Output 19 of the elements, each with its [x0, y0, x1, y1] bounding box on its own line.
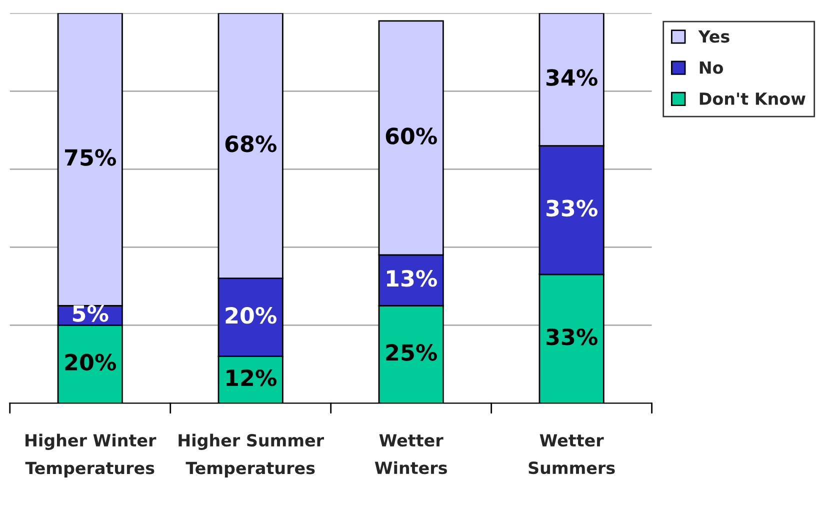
- x-tick-label: Wetter Summers: [528, 434, 615, 474]
- legend-label: Yes: [698, 30, 730, 43]
- data-label: 33%: [546, 328, 598, 346]
- data-label: 68%: [225, 135, 276, 152]
- data-label: 20%: [226, 307, 276, 324]
- data-label: 33%: [546, 200, 598, 217]
- data-label: 5%: [72, 305, 108, 322]
- x-tick-label: Higher Summer Temperatures: [178, 434, 324, 478]
- data-label: 25%: [386, 344, 437, 361]
- data-label: 12%: [226, 369, 276, 386]
- x-tick-label: Wetter Winters: [374, 434, 447, 474]
- legend-label: No: [700, 61, 724, 74]
- data-label: 20%: [65, 354, 116, 371]
- data-label: 13%: [387, 270, 437, 287]
- data-label: 75%: [65, 149, 116, 166]
- data-label: 60%: [386, 128, 437, 144]
- data-label: 34%: [546, 69, 598, 86]
- x-tick-label: Higher Winter Temperatures: [25, 434, 156, 478]
- legend-label: Don't Know: [700, 92, 806, 106]
